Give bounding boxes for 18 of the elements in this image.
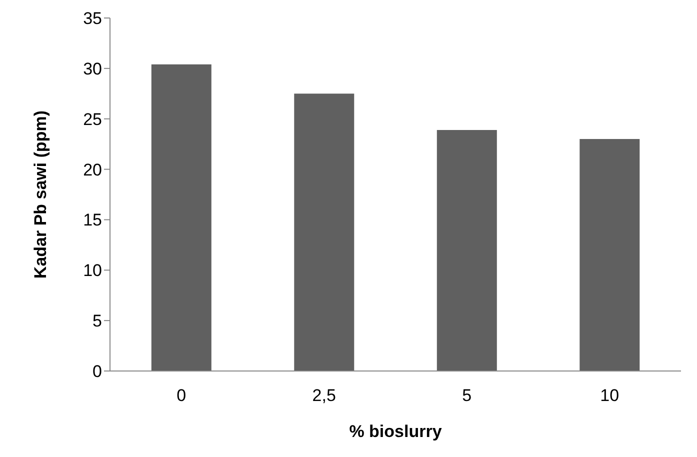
y-tick-label: 10	[83, 261, 102, 280]
x-tick-label: 0	[176, 386, 186, 406]
y-tick-label: 25	[83, 110, 102, 129]
x-axis-title: % bioslurry	[349, 422, 442, 441]
x-tick-label: 10	[600, 386, 620, 406]
y-tick-label: 20	[83, 160, 102, 180]
x-tick-label: 2,5	[312, 386, 336, 406]
y-tick-label: 5	[92, 312, 102, 331]
bar	[151, 64, 212, 371]
bar	[580, 139, 640, 371]
bar	[436, 130, 497, 371]
bar	[294, 94, 354, 371]
y-tick-label: 0	[92, 362, 102, 382]
x-tick-label: 5	[462, 386, 472, 406]
y-tick-label: 15	[83, 210, 102, 230]
y-tick-label: 30	[83, 59, 102, 78]
y-tick-label: 35	[83, 9, 102, 28]
y-axis-title: Kadar Pb sawi (ppm)	[31, 110, 50, 279]
